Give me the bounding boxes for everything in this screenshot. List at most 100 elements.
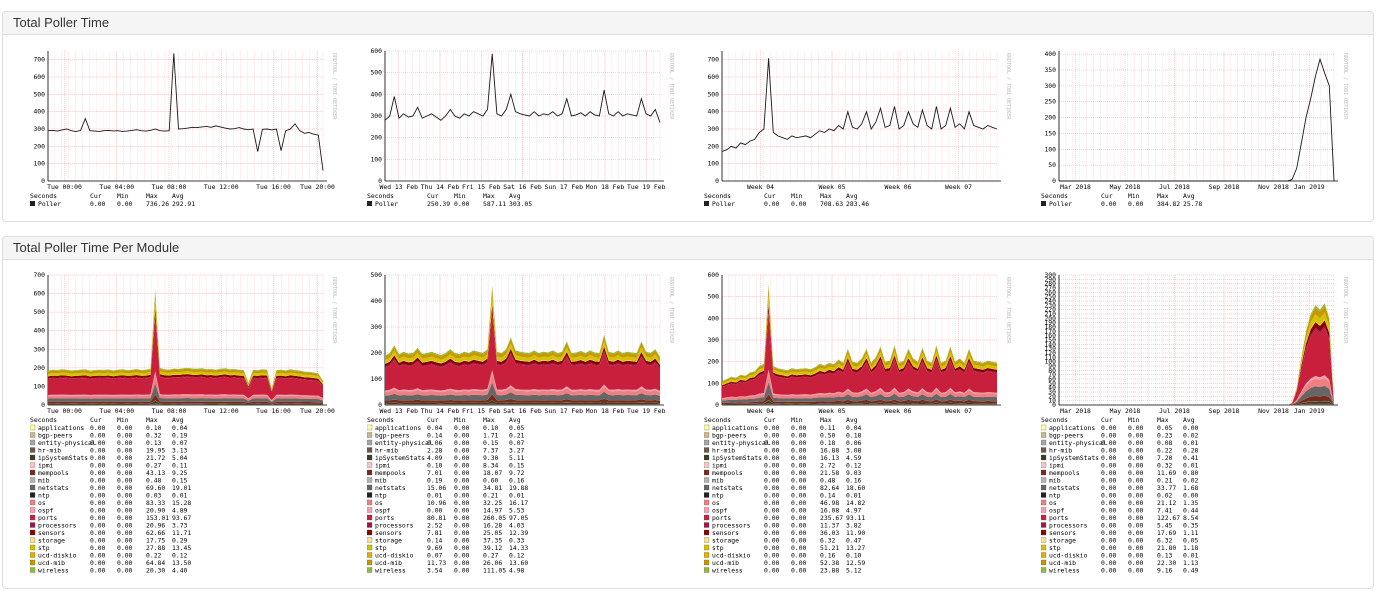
y-tick-label: 250 [1044,293,1056,301]
legend-name: processors [375,522,414,530]
legend-name: storage [375,537,402,545]
module-graph-month[interactable]: 0 100 200 300 400 500 600 Week 04 Week 05 Week 06… [704,272,1014,577]
legend-cur: 0.07 [427,552,443,560]
legend-min: 0.00 [1128,522,1144,530]
legend-avg: 0.12 [846,462,862,470]
legend-swatch [367,454,373,461]
legend-avg: 0.01 [509,492,525,500]
poller-graph-day[interactable]: 0 100 200 300 400 500 600 700 Tue 00:00 Tue 04:00… [30,48,340,213]
legend-max: 0.32 [1157,462,1173,470]
legend-avg: 1.68 [1183,484,1199,492]
legend-max: 17.69 [1157,529,1176,537]
legend-header: Avg [1183,416,1195,424]
area-stp [722,294,997,385]
y-tick-label: 400 [33,327,45,335]
area-ospf [385,370,660,393]
area-sensors [722,304,997,387]
legend-avg: 0.10 [846,552,862,560]
legend-name: mempools [38,469,69,477]
legend-min: 0.00 [117,447,133,455]
legend-swatch [1041,462,1047,468]
legend-header: Min [1128,192,1140,200]
y-tick-label: 0 [1052,401,1056,409]
poller-graph-month[interactable]: 0 100 200 300 400 500 600 700 Week 04 Week 05 Week… [704,48,1014,213]
legend-swatch [367,447,373,453]
legend-swatch [367,567,373,573]
legend-swatch [704,552,710,558]
legend-max: 0.21 [1157,477,1173,485]
legend-min: 0.00 [791,462,807,470]
x-tick-label: Week 07 [945,183,972,191]
watermark: RRDTOOL / TOBI OETIKER [331,277,337,344]
legend-min: 0.00 [1128,200,1144,208]
legend-cur: 15.06 [427,484,446,492]
x-tick-label: Sep 2018 [1209,183,1240,191]
legend-min: 0.00 [791,529,807,537]
legend-max: 21.12 [1157,499,1176,507]
legend-min: 0.00 [454,492,470,500]
legend-name: sensors [375,529,402,537]
poller-graph-year[interactable]: 0 50 100 150 200 250 300 350 400 Mar 2018 May 2018… [1041,48,1351,213]
legend-header: Seconds [1041,192,1068,200]
legend-avg: 0.02 [1183,432,1199,440]
area-os [385,373,660,396]
legend-min: 0.00 [791,439,807,447]
legend-cur: 0.00 [90,567,106,575]
legend-avg: 0.12 [509,552,525,560]
legend-name: os [712,499,720,507]
module-graph-day[interactable]: 0 100 200 300 400 500 600 700 Tue 00:00 Tue 04:00… [30,272,340,577]
y-tick-label: 500 [370,272,382,279]
panel-title: Total Poller Time Per Module [3,237,1373,260]
module-graph-week[interactable]: 0 100 200 300 400 500 Wed 13 Feb Thu 14 Feb Fri … [367,272,677,577]
legend-name: ipmi [1049,462,1065,470]
legend-swatch [704,454,710,461]
poller-graph-week[interactable]: 0 100 200 300 400 500 600 Wed 13 Feb Thu 14 Feb F… [367,48,677,213]
legend-name: ucd-diskio [375,552,414,560]
legend-name: Poller [38,200,61,208]
legend-min: 0.00 [454,559,470,567]
legend-name: processors [1049,522,1088,530]
legend-min: 0.00 [1128,454,1144,462]
legend-name: netstats [1049,484,1080,492]
legend-avg: 13.60 [509,559,528,567]
legend-avg: 4.98 [509,567,525,575]
legend-cur: 250.39 [427,200,450,208]
y-tick-label: 110 [1044,353,1056,361]
legend-avg: 1.35 [1183,499,1199,507]
x-tick-label: Mon 18 Feb [586,183,625,191]
x-tick-label: Week 05 [819,183,846,191]
module-graph-year[interactable]: 0 10 20 30 40 50 60 70 80 90 100 110 120 130 140 150 160… [1041,272,1351,577]
y-tick-label: 200 [33,142,45,150]
legend-swatch [367,544,373,551]
legend-cur: 0.00 [90,537,106,545]
legend-min: 0.00 [454,552,470,560]
legend-name: storage [712,537,739,545]
legend-swatch [30,424,36,431]
legend-cur: 0.00 [90,439,106,447]
legend-min: 0.00 [1128,514,1144,522]
legend-name: ucd-diskio [1049,552,1088,560]
legend-avg: 0.12 [172,552,188,560]
area-hr-mib [1059,403,1334,405]
watermark: RRDTOOL / TOBI OETIKER [1005,53,1011,120]
legend-name: entity-physical [1049,439,1107,447]
y-tick-label: 300 [33,125,45,133]
legend-min: 0.00 [791,454,807,462]
legend-avg: 0.41 [1183,454,1199,462]
y-tick-label: 300 [33,345,45,353]
legend-header: Seconds [367,416,394,424]
legend-max: 23.88 [820,567,839,575]
legend-min: 0.00 [791,559,807,567]
legend-name: Poller [375,200,398,208]
legend-max: 0.21 [483,492,499,500]
y-tick-label: 600 [707,272,719,279]
legend-name: netstats [375,484,406,492]
legend-header: Cur [90,416,102,424]
y-tick-label: 300 [707,336,719,344]
x-tick-label: Tue 00:00 [47,183,82,191]
watermark: RRDTOOL / TOBI OETIKER [668,277,674,344]
area-ipmi [48,400,323,405]
legend-avg: 0.16 [509,477,525,485]
legend-avg: 19.88 [509,484,528,492]
legend-swatch [367,559,373,566]
